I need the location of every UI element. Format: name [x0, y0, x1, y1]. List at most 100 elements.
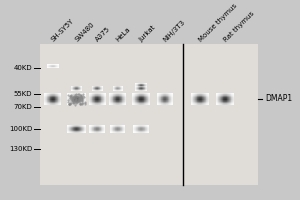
- Bar: [81, 101, 82, 102]
- Bar: [143, 104, 144, 105]
- Bar: [169, 93, 170, 94]
- Bar: [142, 95, 143, 96]
- Bar: [70, 131, 71, 132]
- Bar: [71, 131, 72, 132]
- Bar: [194, 97, 195, 98]
- Bar: [112, 125, 113, 126]
- Bar: [133, 127, 134, 128]
- Bar: [70, 132, 71, 133]
- Bar: [123, 94, 124, 95]
- Bar: [122, 100, 123, 101]
- Bar: [96, 93, 97, 94]
- Bar: [113, 98, 114, 99]
- Bar: [169, 94, 170, 95]
- Bar: [104, 98, 105, 99]
- Bar: [146, 125, 147, 126]
- Bar: [122, 97, 123, 98]
- Bar: [103, 102, 104, 103]
- Bar: [109, 94, 110, 95]
- Bar: [144, 95, 145, 96]
- Bar: [169, 99, 170, 100]
- Bar: [112, 101, 113, 102]
- Bar: [132, 101, 133, 102]
- Bar: [70, 99, 71, 100]
- Bar: [47, 96, 48, 97]
- Bar: [49, 99, 50, 100]
- Bar: [220, 93, 221, 94]
- Bar: [110, 93, 111, 94]
- Bar: [202, 93, 203, 94]
- Bar: [101, 98, 102, 99]
- Bar: [170, 103, 171, 104]
- Bar: [81, 128, 82, 129]
- Bar: [157, 97, 158, 98]
- Bar: [49, 101, 50, 102]
- Bar: [124, 100, 125, 101]
- Bar: [117, 129, 118, 130]
- Bar: [74, 96, 75, 97]
- Bar: [110, 103, 111, 104]
- Bar: [113, 127, 114, 128]
- Bar: [118, 128, 119, 129]
- Bar: [227, 99, 228, 100]
- Bar: [167, 103, 168, 104]
- Bar: [147, 97, 148, 98]
- Bar: [88, 93, 89, 94]
- Bar: [197, 99, 198, 100]
- Bar: [221, 97, 222, 98]
- Text: 40KD: 40KD: [14, 65, 32, 71]
- Bar: [117, 130, 118, 131]
- Bar: [197, 96, 198, 97]
- Bar: [82, 98, 83, 99]
- Bar: [142, 101, 143, 102]
- Bar: [117, 128, 118, 129]
- Bar: [231, 95, 232, 96]
- Bar: [141, 130, 142, 131]
- Bar: [85, 126, 86, 127]
- Bar: [59, 101, 60, 102]
- Bar: [101, 129, 102, 130]
- Bar: [74, 102, 75, 103]
- Bar: [222, 97, 223, 98]
- Bar: [102, 93, 103, 94]
- Bar: [99, 98, 100, 99]
- Bar: [104, 102, 105, 103]
- Bar: [208, 95, 209, 96]
- Bar: [79, 104, 80, 105]
- Bar: [61, 97, 62, 98]
- Bar: [232, 99, 233, 100]
- Bar: [114, 125, 115, 126]
- Bar: [224, 103, 225, 104]
- Bar: [117, 127, 118, 128]
- Bar: [160, 100, 161, 101]
- Bar: [110, 98, 111, 99]
- Bar: [111, 129, 112, 130]
- Bar: [194, 101, 195, 102]
- Bar: [105, 101, 106, 102]
- Bar: [135, 96, 136, 97]
- Bar: [206, 100, 207, 101]
- Bar: [61, 100, 62, 101]
- Bar: [98, 126, 99, 127]
- Bar: [195, 102, 196, 103]
- Bar: [91, 103, 92, 104]
- Bar: [198, 104, 199, 105]
- Bar: [85, 96, 86, 97]
- Bar: [134, 127, 135, 128]
- Bar: [112, 104, 113, 105]
- Bar: [80, 96, 81, 97]
- Bar: [117, 94, 118, 95]
- Bar: [120, 94, 121, 95]
- Bar: [138, 93, 139, 94]
- Bar: [140, 103, 141, 104]
- Bar: [85, 131, 86, 132]
- Bar: [76, 125, 77, 126]
- Bar: [145, 128, 146, 129]
- Bar: [164, 101, 165, 102]
- Bar: [228, 100, 229, 101]
- Bar: [169, 99, 170, 100]
- Bar: [96, 102, 97, 103]
- Bar: [44, 101, 45, 102]
- Bar: [49, 98, 50, 99]
- Bar: [89, 99, 90, 100]
